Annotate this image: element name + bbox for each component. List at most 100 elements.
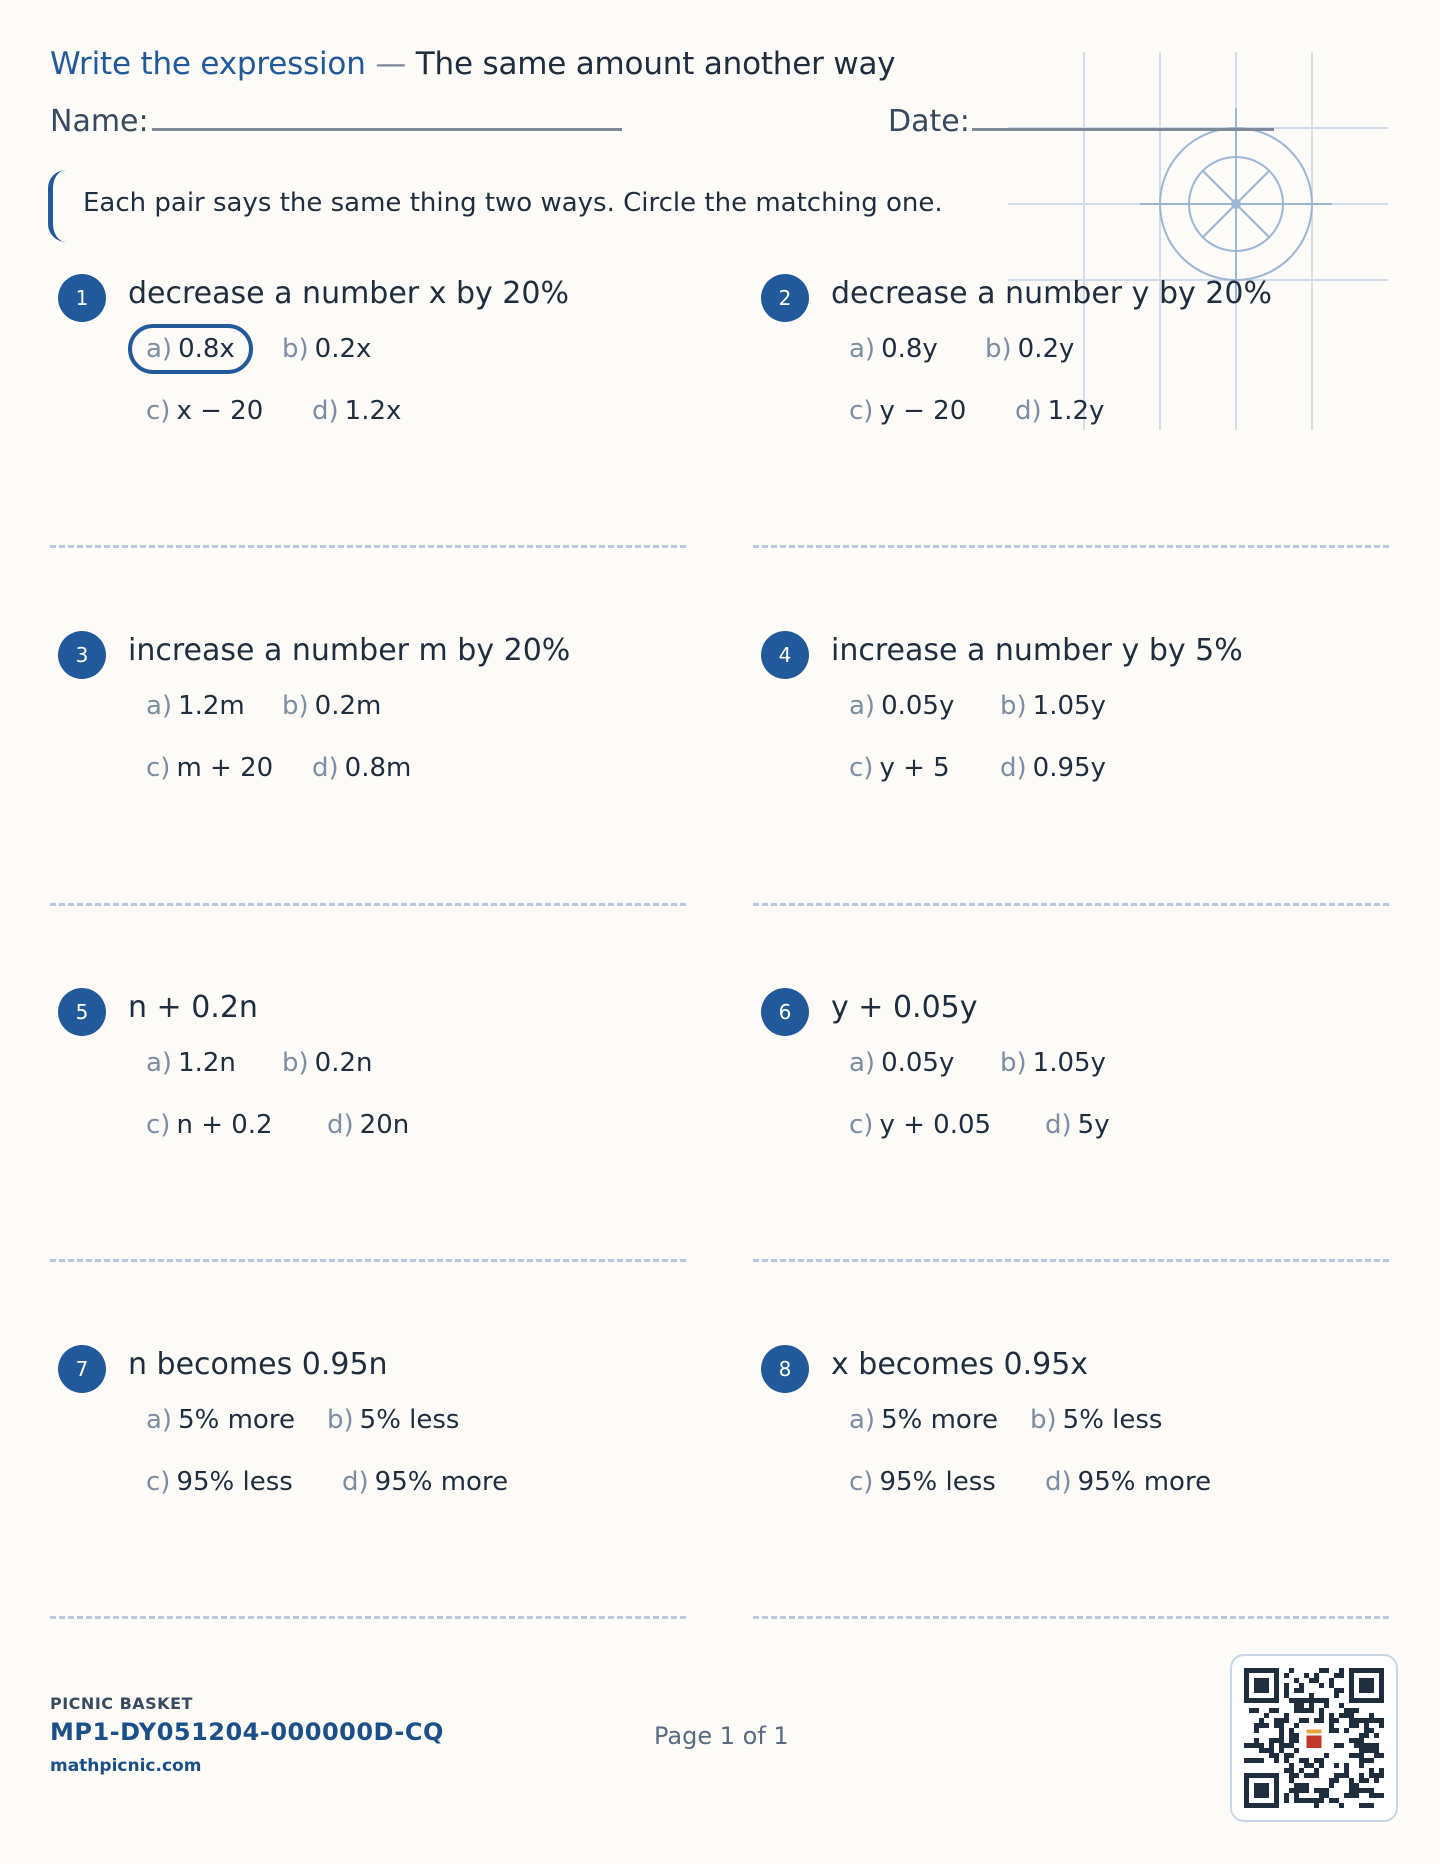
question-number-badge: 5	[58, 988, 106, 1036]
question-prompt: decrease a number x by 20%	[128, 276, 569, 311]
option-label: a)	[849, 1405, 876, 1435]
option-label: d)	[342, 1467, 369, 1497]
option-label: a)	[849, 334, 876, 364]
answer-option-a[interactable]: a) 5% more	[146, 1405, 295, 1435]
answer-option-c[interactable]: c) 95% less	[849, 1467, 996, 1497]
name-line[interactable]	[152, 128, 622, 131]
option-value: 1.05y	[1032, 691, 1106, 721]
answer-option-a[interactable]: a) 0.05y	[849, 691, 954, 721]
option-label: a)	[849, 691, 876, 721]
option-value: 0.8m	[344, 753, 412, 783]
answer-option-a[interactable]: a) 1.2m	[146, 691, 245, 721]
question-number-badge: 1	[58, 274, 106, 322]
option-label: d)	[1045, 1467, 1072, 1497]
option-label: d)	[1045, 1110, 1072, 1140]
question-number-badge: 6	[761, 988, 809, 1036]
option-label: b)	[985, 334, 1012, 364]
separator	[753, 545, 1389, 548]
option-label: d)	[312, 396, 339, 426]
option-value: 1.2x	[344, 396, 402, 426]
answer-option-d[interactable]: d) 5y	[1045, 1110, 1110, 1140]
answer-option-a[interactable]: a) 5% more	[849, 1405, 998, 1435]
separator	[753, 1616, 1389, 1619]
separator	[753, 903, 1389, 906]
question-prompt: decrease a number y by 20%	[831, 276, 1272, 311]
answer-option-c[interactable]: c) y − 20	[849, 396, 966, 426]
instructions-text: Each pair says the same thing two ways. …	[83, 188, 943, 218]
answer-option-c[interactable]: c) 95% less	[146, 1467, 293, 1497]
answer-option-d[interactable]: d) 0.8m	[312, 753, 411, 783]
answer-option-b[interactable]: b) 5% less	[327, 1405, 459, 1435]
question-prompt: x becomes 0.95x	[831, 1347, 1089, 1382]
answer-option-b[interactable]: b) 0.2x	[282, 334, 371, 364]
answer-option-b[interactable]: b) 0.2y	[985, 334, 1074, 364]
separator	[753, 1259, 1389, 1262]
option-value: n + 0.2	[176, 1110, 273, 1140]
answer-option-a[interactable]: a) 1.2n	[146, 1048, 236, 1078]
option-value: 5% more	[178, 1405, 295, 1435]
qr-code	[1230, 1654, 1398, 1822]
answer-option-c[interactable]: c) x − 20	[146, 396, 263, 426]
question-prompt: n becomes 0.95n	[128, 1347, 388, 1382]
answer-option-c[interactable]: c) y + 5	[849, 753, 950, 783]
option-label: a)	[849, 1048, 876, 1078]
answer-option-b[interactable]: b) 0.2m	[282, 691, 381, 721]
option-value: 95% more	[374, 1467, 509, 1497]
option-value: 5% less	[359, 1405, 460, 1435]
option-label: d)	[312, 753, 339, 783]
separator	[50, 545, 686, 548]
footer-site-link[interactable]: mathpicnic.com	[50, 1756, 202, 1776]
name-field[interactable]: Name:	[50, 104, 149, 139]
answer-option-a[interactable]: a) 0.8y	[849, 334, 938, 364]
option-value: 0.95y	[1032, 753, 1106, 783]
option-label: b)	[1000, 691, 1027, 721]
option-value: 95% less	[879, 1467, 996, 1497]
answer-option-b[interactable]: b) 0.2n	[282, 1048, 372, 1078]
option-value: 20n	[359, 1110, 410, 1140]
footer-brand: PICNIC BASKET	[50, 1694, 193, 1713]
option-value: m + 20	[176, 753, 274, 783]
option-value: 95% more	[1077, 1467, 1212, 1497]
option-label: c)	[849, 753, 874, 783]
option-value: 0.2m	[314, 691, 382, 721]
option-value: y + 0.05	[879, 1110, 992, 1140]
question-prompt: y + 0.05y	[831, 990, 978, 1025]
option-label: b)	[282, 691, 309, 721]
answer-option-a[interactable]: a) 0.05y	[849, 1048, 954, 1078]
separator	[50, 1616, 686, 1619]
answer-option-d[interactable]: d) 0.95y	[1000, 753, 1106, 783]
date-field[interactable]: Date:	[888, 104, 970, 139]
option-label: a)	[146, 1405, 173, 1435]
option-label: c)	[849, 396, 874, 426]
title-topic: Write the expression	[50, 46, 366, 82]
title-dash: —	[375, 46, 407, 82]
option-label: b)	[1030, 1405, 1057, 1435]
answer-option-b[interactable]: b) 5% less	[1030, 1405, 1162, 1435]
answer-option-c[interactable]: c) y + 0.05	[849, 1110, 991, 1140]
answer-option-d[interactable]: d) 1.2x	[312, 396, 401, 426]
option-value: 0.05y	[881, 691, 955, 721]
answer-option-d[interactable]: d) 95% more	[1045, 1467, 1211, 1497]
date-line[interactable]	[972, 128, 1274, 131]
page-number: Page 1 of 1	[654, 1722, 789, 1750]
option-value: 0.2n	[314, 1048, 373, 1078]
answer-option-d[interactable]: d) 1.2y	[1015, 396, 1104, 426]
option-label: c)	[146, 1110, 171, 1140]
question-number-badge: 3	[58, 631, 106, 679]
answer-option-b[interactable]: b) 1.05y	[1000, 691, 1106, 721]
answer-option-c[interactable]: c) n + 0.2	[146, 1110, 273, 1140]
answer-option-d[interactable]: d) 95% more	[342, 1467, 508, 1497]
answer-option-b[interactable]: b) 1.05y	[1000, 1048, 1106, 1078]
answer-option-d[interactable]: d) 20n	[327, 1110, 409, 1140]
option-value: 0.2y	[1017, 334, 1075, 364]
date-label: Date:	[888, 104, 970, 139]
option-label: c)	[146, 753, 171, 783]
option-label: a)	[146, 1048, 173, 1078]
answer-option-a[interactable]: a) 0.8x	[128, 324, 253, 374]
option-value: 0.05y	[881, 1048, 955, 1078]
option-label: c)	[849, 1110, 874, 1140]
option-value: 1.05y	[1032, 1048, 1106, 1078]
option-value: 0.2x	[314, 334, 372, 364]
answer-option-c[interactable]: c) m + 20	[146, 753, 273, 783]
option-label: c)	[146, 1467, 171, 1497]
